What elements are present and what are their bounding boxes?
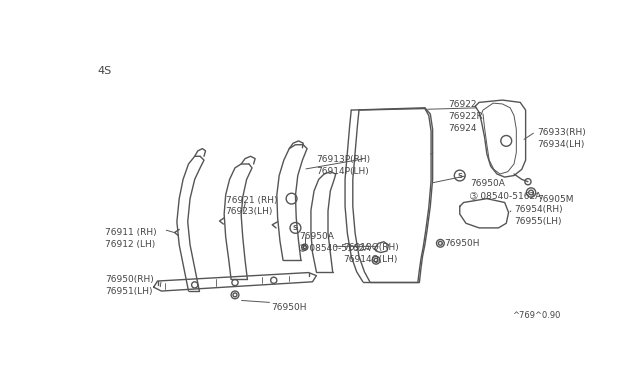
- Text: 76913Q(RH)
76914Q(LH): 76913Q(RH) 76914Q(LH): [344, 243, 399, 264]
- Text: 76921 (RH)
76923(LH): 76921 (RH) 76923(LH): [226, 196, 277, 217]
- Text: ^769^0.90: ^769^0.90: [512, 311, 561, 320]
- Text: 76954(RH)
76955(LH): 76954(RH) 76955(LH): [514, 205, 563, 225]
- Text: 76905M: 76905M: [537, 195, 573, 204]
- Text: S: S: [293, 225, 298, 231]
- Text: 76911 (RH)
76912 (LH): 76911 (RH) 76912 (LH): [105, 228, 156, 249]
- Text: 4S: 4S: [97, 66, 111, 76]
- Text: S: S: [457, 173, 462, 179]
- Text: 76950A
➂ 08540-5162A: 76950A ➂ 08540-5162A: [300, 232, 371, 253]
- Text: 76950A
➂ 08540-5162A: 76950A ➂ 08540-5162A: [470, 179, 541, 200]
- Text: 76950(RH)
76951(LH): 76950(RH) 76951(LH): [105, 275, 154, 296]
- Text: 76913P(RH)
76914P(LH): 76913P(RH) 76914P(LH): [316, 155, 371, 176]
- Text: 76950H: 76950H: [271, 303, 307, 312]
- Text: 76922
76922R
76924: 76922 76922R 76924: [448, 100, 483, 133]
- Text: 76950H: 76950H: [444, 240, 480, 248]
- Text: 76933(RH)
76934(LH): 76933(RH) 76934(LH): [537, 128, 586, 148]
